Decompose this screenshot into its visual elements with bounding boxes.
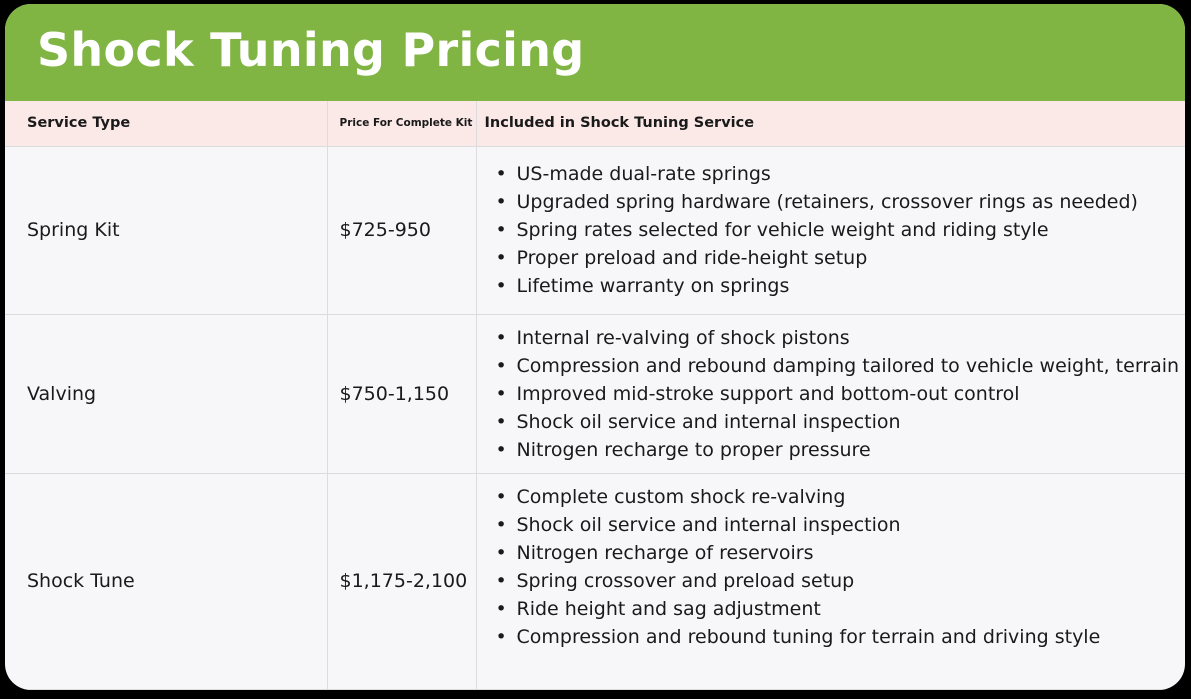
features-cell: Complete custom shock re-valving Shock o…	[476, 473, 1186, 690]
column-header-service-type: Service Type	[5, 101, 328, 147]
feature-item: Shock oil service and internal inspectio…	[491, 408, 1186, 436]
column-header-included: Included in Shock Tuning Service	[476, 101, 1185, 147]
feature-item: Compression and rebound damping tailored…	[491, 352, 1186, 380]
feature-list: Internal re-valving of shock pistons Com…	[491, 324, 1186, 464]
price-cell: $725-950	[327, 146, 477, 315]
feature-item: Complete custom shock re-valving	[491, 483, 1186, 511]
feature-item: Spring rates selected for vehicle weight…	[491, 216, 1186, 244]
table-header-row: Service Type Price For Complete Kit Incl…	[5, 101, 1185, 147]
feature-item: Proper preload and ride-height setup	[491, 244, 1186, 272]
feature-item: Improved mid-stroke support and bottom-o…	[491, 380, 1186, 408]
features-cell: US-made dual-rate springs Upgraded sprin…	[476, 146, 1186, 315]
feature-item: Internal re-valving of shock pistons	[491, 324, 1186, 352]
table-row-valving: Valving $750-1,150 Internal re-valving o…	[5, 314, 1186, 474]
feature-item: Ride height and sag adjustment	[491, 595, 1186, 623]
features-cell: Internal re-valving of shock pistons Com…	[476, 314, 1186, 474]
page-title: Shock Tuning Pricing	[37, 23, 585, 77]
service-name-cell: Valving	[5, 314, 328, 474]
pricing-card: Shock Tuning Pricing Service Type Price …	[5, 4, 1185, 690]
feature-item: Spring crossover and preload setup	[491, 567, 1186, 595]
table-row-spring-kit: Spring Kit $725-950 US-made dual-rate sp…	[5, 146, 1186, 315]
title-bar: Shock Tuning Pricing	[5, 4, 1185, 101]
feature-item: Nitrogen recharge to proper pressure	[491, 436, 1186, 464]
feature-item: US-made dual-rate springs	[491, 160, 1186, 188]
table-row-shock-tune: Shock Tune $1,175-2,100 Complete custom …	[5, 473, 1186, 690]
feature-list: US-made dual-rate springs Upgraded sprin…	[491, 160, 1186, 300]
service-name-cell: Shock Tune	[5, 473, 328, 690]
price-cell: $750-1,150	[327, 314, 477, 474]
feature-item: Lifetime warranty on springs	[491, 272, 1186, 300]
service-name-cell: Spring Kit	[5, 146, 328, 315]
feature-list: Complete custom shock re-valving Shock o…	[491, 483, 1186, 651]
price-cell: $1,175-2,100	[327, 473, 477, 690]
feature-item: Compression and rebound tuning for terra…	[491, 623, 1186, 651]
feature-item: Shock oil service and internal inspectio…	[491, 511, 1186, 539]
feature-item: Nitrogen recharge of reservoirs	[491, 539, 1186, 567]
feature-item: Upgraded spring hardware (retainers, cro…	[491, 188, 1186, 216]
column-header-price: Price For Complete Kit	[327, 101, 477, 147]
pricing-table: Service Type Price For Complete Kit Incl…	[5, 101, 1185, 690]
